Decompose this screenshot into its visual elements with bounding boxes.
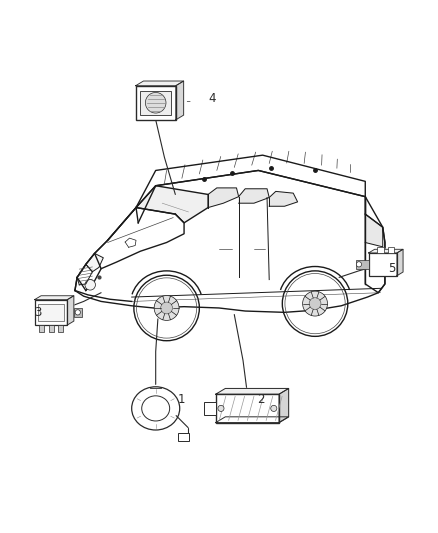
Bar [35, 300, 67, 325]
Polygon shape [216, 417, 289, 423]
Bar [178, 433, 188, 441]
Bar [356, 260, 368, 269]
Bar [378, 247, 384, 253]
Polygon shape [216, 389, 289, 394]
Bar [388, 247, 394, 253]
Circle shape [85, 280, 95, 290]
Bar [38, 304, 64, 321]
Polygon shape [136, 155, 365, 223]
Circle shape [357, 262, 361, 267]
Polygon shape [239, 189, 269, 203]
Bar [368, 253, 397, 276]
Circle shape [134, 275, 199, 341]
Bar [58, 325, 64, 332]
Text: 5: 5 [388, 262, 395, 275]
Polygon shape [368, 249, 403, 253]
Polygon shape [75, 171, 385, 312]
Polygon shape [67, 296, 74, 325]
Text: ─: ─ [186, 100, 189, 106]
Circle shape [218, 405, 224, 411]
Bar [140, 91, 171, 115]
Bar [136, 86, 176, 120]
Bar [49, 325, 54, 332]
Polygon shape [136, 81, 184, 86]
Circle shape [161, 302, 173, 314]
Polygon shape [86, 253, 103, 272]
Circle shape [283, 271, 348, 336]
Ellipse shape [132, 387, 180, 430]
Polygon shape [125, 238, 136, 247]
Circle shape [303, 291, 328, 316]
Polygon shape [77, 253, 101, 290]
Polygon shape [95, 207, 184, 269]
Circle shape [309, 298, 321, 310]
Polygon shape [279, 389, 289, 423]
Polygon shape [397, 249, 403, 276]
Polygon shape [136, 185, 208, 223]
Bar [74, 308, 81, 317]
Polygon shape [176, 81, 184, 120]
Polygon shape [35, 296, 74, 300]
Text: 4: 4 [208, 92, 216, 105]
Text: 1: 1 [178, 393, 186, 406]
Polygon shape [77, 264, 92, 285]
Bar [216, 394, 279, 423]
Circle shape [154, 295, 179, 320]
Ellipse shape [142, 396, 170, 421]
Polygon shape [269, 191, 297, 206]
Circle shape [271, 405, 277, 411]
Polygon shape [208, 188, 239, 207]
Circle shape [75, 310, 81, 315]
Bar [204, 402, 216, 415]
Text: 2: 2 [257, 393, 264, 406]
Polygon shape [365, 197, 385, 293]
Circle shape [145, 92, 166, 113]
Text: 3: 3 [34, 306, 42, 319]
Bar [39, 325, 44, 332]
Polygon shape [365, 214, 383, 247]
